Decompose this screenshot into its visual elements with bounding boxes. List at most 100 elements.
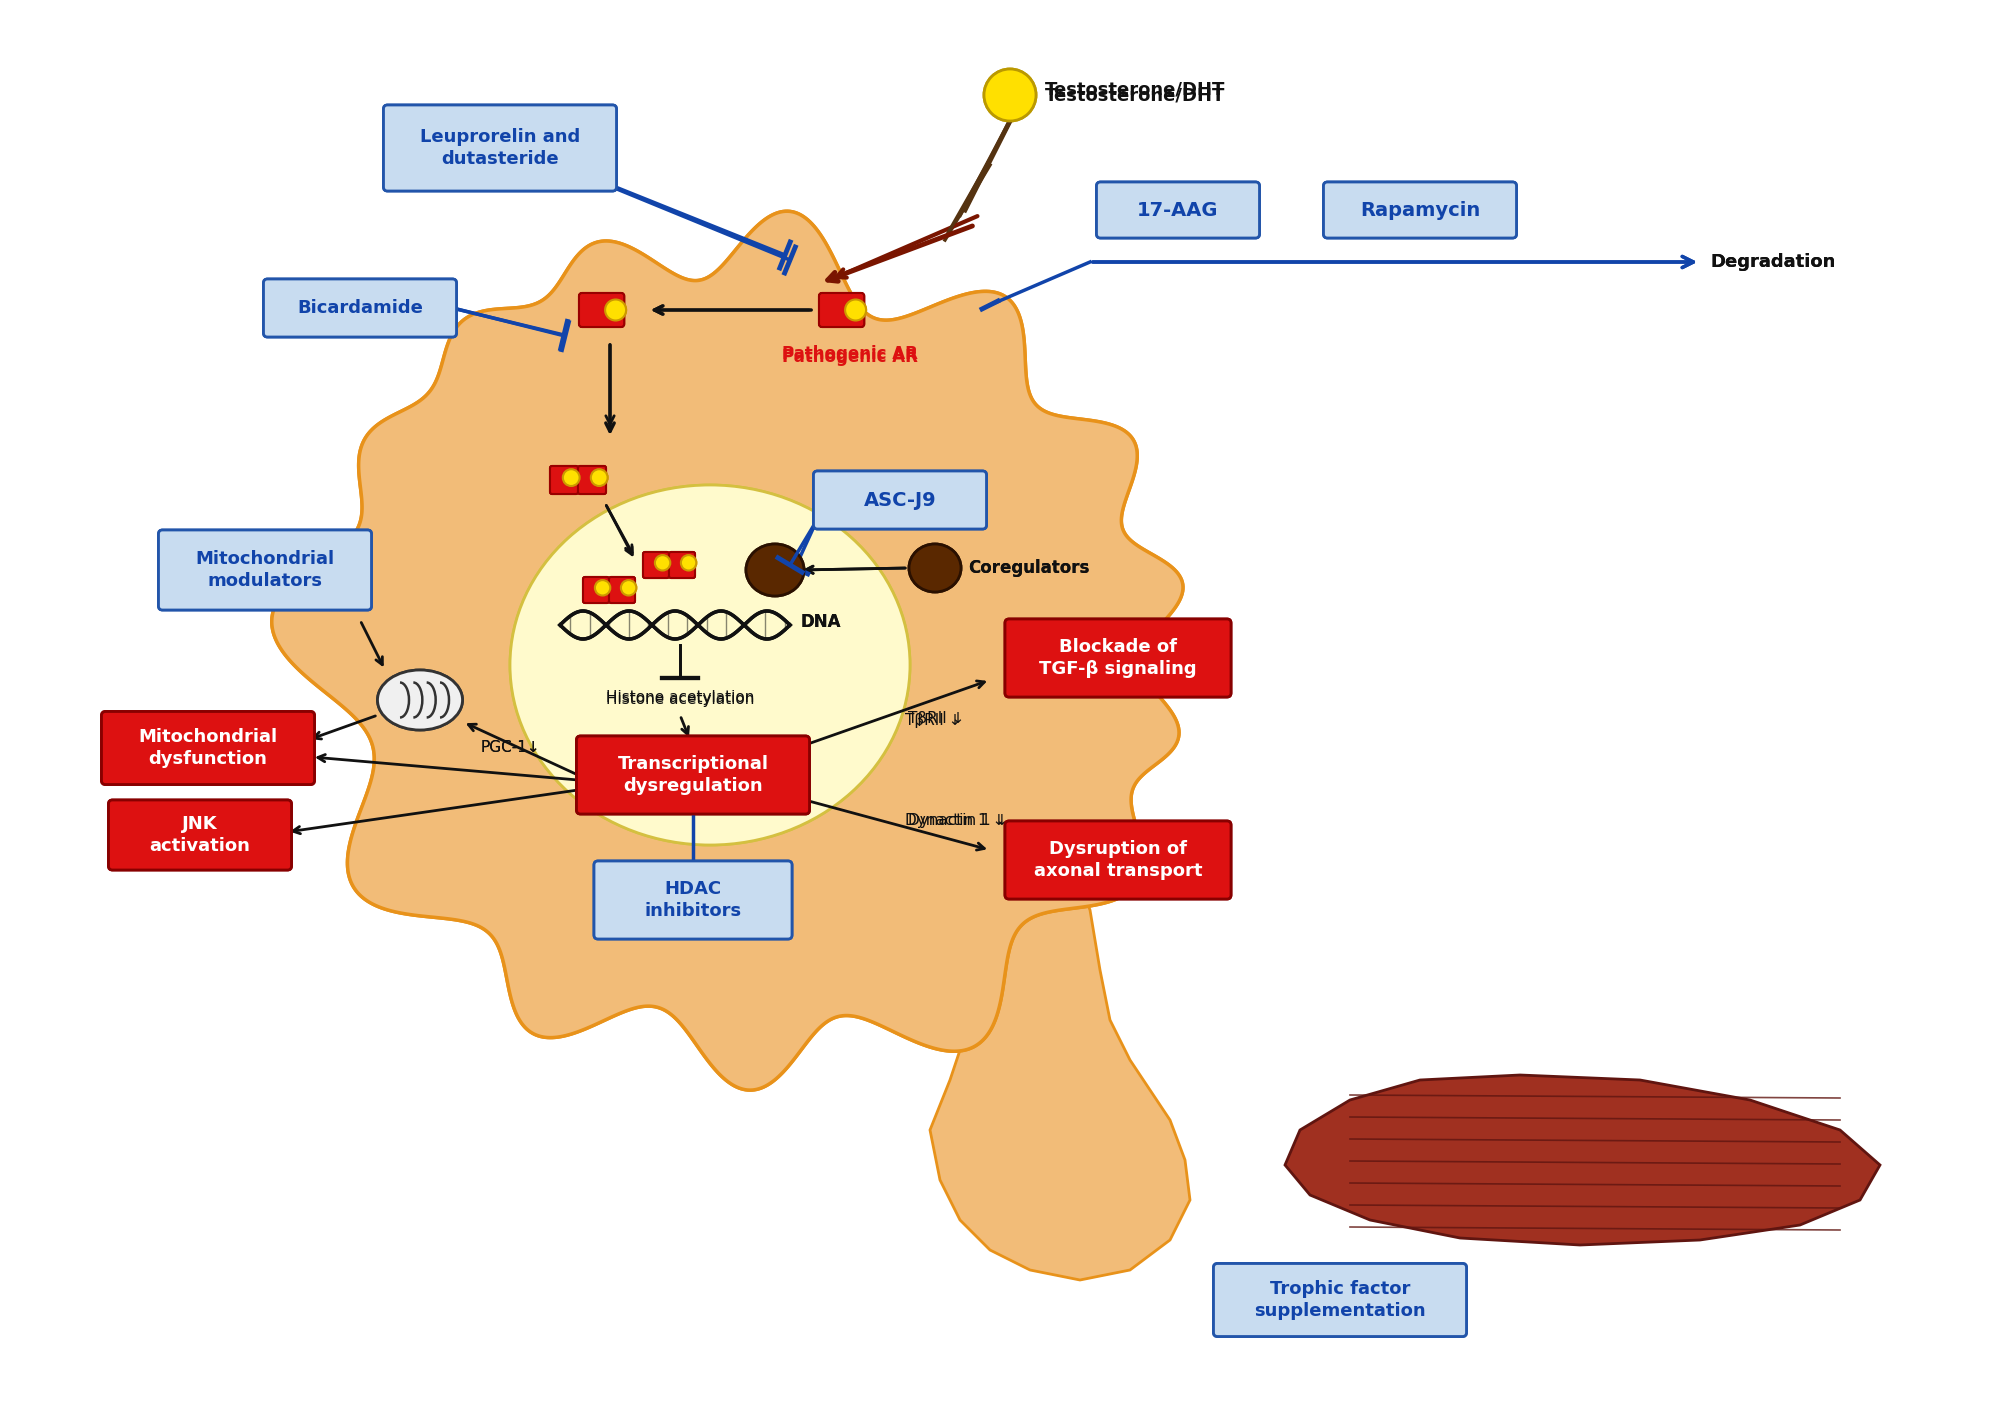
Text: PGC-1↓: PGC-1↓ <box>480 740 539 756</box>
FancyBboxPatch shape <box>577 736 809 815</box>
Text: JNK
activation: JNK activation <box>150 815 250 855</box>
Text: Bicardamide: Bicardamide <box>298 299 424 317</box>
Ellipse shape <box>681 555 695 571</box>
Ellipse shape <box>845 300 865 321</box>
FancyBboxPatch shape <box>1323 182 1516 238</box>
Text: HDAC
inhibitors: HDAC inhibitors <box>645 880 741 920</box>
FancyBboxPatch shape <box>1213 1263 1467 1336</box>
Text: Testosterone/DHT: Testosterone/DHT <box>1045 81 1225 100</box>
Polygon shape <box>1285 1075 1880 1245</box>
FancyBboxPatch shape <box>813 471 987 529</box>
FancyBboxPatch shape <box>577 736 809 815</box>
Text: Mitochondrial
dysfunction: Mitochondrial dysfunction <box>138 728 278 768</box>
Text: Coregulators: Coregulators <box>967 559 1089 578</box>
Text: TβRII ↓: TβRII ↓ <box>905 712 961 728</box>
Ellipse shape <box>845 300 865 321</box>
FancyBboxPatch shape <box>579 293 623 327</box>
Text: DNA: DNA <box>799 613 841 631</box>
Text: Transcriptional
dysregulation: Transcriptional dysregulation <box>617 754 769 795</box>
FancyBboxPatch shape <box>158 530 372 610</box>
Ellipse shape <box>595 580 609 596</box>
FancyBboxPatch shape <box>384 105 617 191</box>
FancyBboxPatch shape <box>1097 182 1259 238</box>
Ellipse shape <box>591 470 607 486</box>
Ellipse shape <box>621 580 635 596</box>
FancyBboxPatch shape <box>593 861 791 939</box>
Text: Degradation: Degradation <box>1710 252 1836 271</box>
Ellipse shape <box>509 485 909 845</box>
Ellipse shape <box>983 69 1037 121</box>
Ellipse shape <box>909 544 961 592</box>
FancyBboxPatch shape <box>102 711 314 785</box>
Text: Testosterone/DHT: Testosterone/DHT <box>1045 86 1225 104</box>
FancyBboxPatch shape <box>264 279 456 336</box>
Text: Bicardamide: Bicardamide <box>298 299 424 317</box>
FancyBboxPatch shape <box>669 552 695 578</box>
FancyBboxPatch shape <box>583 578 609 603</box>
FancyBboxPatch shape <box>1005 620 1231 697</box>
Text: HDAC
inhibitors: HDAC inhibitors <box>645 880 741 920</box>
Ellipse shape <box>563 470 579 486</box>
Text: Dynactin 1 ↓: Dynactin 1 ↓ <box>907 813 1009 827</box>
Ellipse shape <box>378 670 462 730</box>
FancyBboxPatch shape <box>643 552 669 578</box>
FancyBboxPatch shape <box>549 465 577 494</box>
FancyBboxPatch shape <box>669 552 695 578</box>
FancyBboxPatch shape <box>108 801 292 871</box>
FancyBboxPatch shape <box>609 578 635 603</box>
Polygon shape <box>272 212 1183 1091</box>
Text: Blockade of
TGF-β signaling: Blockade of TGF-β signaling <box>1039 638 1197 679</box>
Text: 17-AAG: 17-AAG <box>1137 200 1219 220</box>
Ellipse shape <box>621 580 635 596</box>
FancyBboxPatch shape <box>1005 620 1231 697</box>
Ellipse shape <box>983 69 1037 121</box>
Text: PGC-1↓: PGC-1↓ <box>480 740 539 756</box>
Ellipse shape <box>909 544 961 592</box>
Text: ASC-J9: ASC-J9 <box>863 491 937 509</box>
Text: Pathogenic AR: Pathogenic AR <box>781 345 917 363</box>
Text: 17-AAG: 17-AAG <box>1137 200 1219 220</box>
FancyBboxPatch shape <box>1213 1263 1467 1336</box>
FancyBboxPatch shape <box>579 293 623 327</box>
Ellipse shape <box>655 555 669 571</box>
FancyBboxPatch shape <box>577 465 605 494</box>
Ellipse shape <box>655 555 669 571</box>
Text: Degradation: Degradation <box>1710 252 1836 271</box>
Text: Histone acetylation: Histone acetylation <box>605 693 753 707</box>
Ellipse shape <box>745 544 803 596</box>
Text: Dysruption of
axonal transport: Dysruption of axonal transport <box>1033 840 1203 880</box>
Text: ASC-J9: ASC-J9 <box>863 491 937 509</box>
Text: Dysruption of
axonal transport: Dysruption of axonal transport <box>1033 840 1203 880</box>
FancyBboxPatch shape <box>583 578 609 603</box>
Ellipse shape <box>378 670 462 730</box>
FancyBboxPatch shape <box>819 293 865 327</box>
FancyBboxPatch shape <box>1005 822 1231 899</box>
FancyBboxPatch shape <box>384 105 617 191</box>
Ellipse shape <box>563 470 579 486</box>
Text: Trophic factor
supplementation: Trophic factor supplementation <box>1255 1280 1427 1321</box>
Text: Mitochondrial
modulators: Mitochondrial modulators <box>196 550 334 590</box>
FancyBboxPatch shape <box>819 293 865 327</box>
FancyBboxPatch shape <box>609 578 635 603</box>
Ellipse shape <box>605 300 625 321</box>
Polygon shape <box>869 780 1191 1280</box>
Text: Pathogenic AR: Pathogenic AR <box>781 348 917 366</box>
Ellipse shape <box>595 580 609 596</box>
Ellipse shape <box>605 300 625 321</box>
Text: Dynactin 1 ↓: Dynactin 1 ↓ <box>905 813 1005 827</box>
Text: TβRII ↓: TβRII ↓ <box>907 711 965 725</box>
FancyBboxPatch shape <box>102 711 314 785</box>
Text: Rapamycin: Rapamycin <box>1361 200 1481 220</box>
FancyBboxPatch shape <box>643 552 669 578</box>
Text: Leuprorelin and
dutasteride: Leuprorelin and dutasteride <box>420 128 579 168</box>
Ellipse shape <box>591 470 607 486</box>
Text: Transcriptional
dysregulation: Transcriptional dysregulation <box>617 754 769 795</box>
FancyBboxPatch shape <box>813 471 987 529</box>
FancyBboxPatch shape <box>108 801 292 871</box>
Ellipse shape <box>509 485 909 845</box>
Ellipse shape <box>745 544 803 596</box>
Text: Rapamycin: Rapamycin <box>1361 200 1481 220</box>
FancyBboxPatch shape <box>1097 182 1259 238</box>
Text: Coregulators: Coregulators <box>967 559 1089 578</box>
Text: Leuprorelin and
dutasteride: Leuprorelin and dutasteride <box>420 128 579 168</box>
